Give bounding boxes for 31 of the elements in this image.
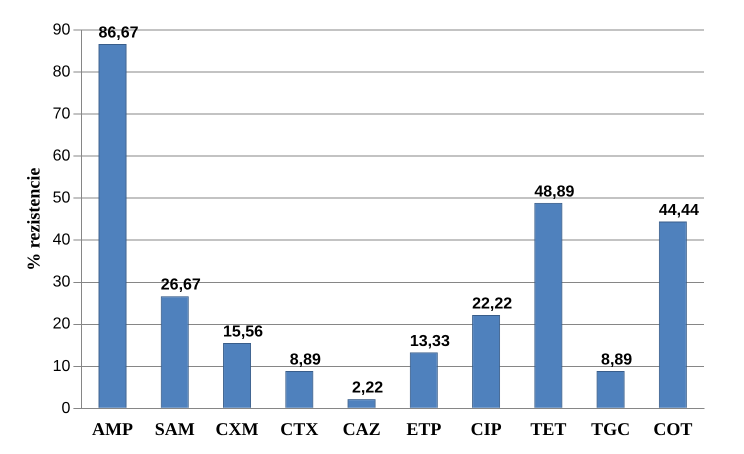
data-label: 15,56	[223, 323, 264, 340]
y-tick-label: 40	[52, 232, 70, 249]
y-tick-label: 80	[52, 63, 70, 80]
y-tick-label: 10	[52, 358, 70, 375]
y-tick-label: 50	[52, 190, 70, 207]
data-label: 13,33	[410, 332, 450, 350]
x-tick-label: CXM	[216, 418, 259, 439]
x-tick-label: CTX	[280, 418, 318, 439]
data-label: 2,22	[352, 379, 384, 396]
data-label: 26,67	[160, 276, 201, 294]
x-tick-label: TET	[530, 418, 566, 439]
data-label: 48,89	[534, 183, 574, 200]
y-tick-label: 60	[52, 148, 70, 165]
data-label: 22,22	[472, 295, 512, 312]
y-tick-label: 20	[52, 316, 70, 333]
x-tick-label: SAM	[154, 418, 195, 439]
x-tick-label: CIP	[470, 418, 502, 439]
y-tick-label: 70	[52, 105, 70, 122]
data-label: 8,89	[290, 351, 321, 368]
data-label: 8,89	[601, 351, 632, 368]
x-tick-label: AMP	[92, 418, 134, 439]
y-tick-label: 30	[52, 274, 70, 291]
x-tick-label: COT	[653, 418, 692, 439]
data-label: 86,67	[98, 24, 139, 42]
data-label: 44,44	[658, 202, 699, 219]
y-tick-label: 0	[61, 400, 70, 417]
x-tick-label: CAZ	[342, 418, 381, 439]
y-axis-title: % rezistencie	[23, 168, 44, 271]
y-tick-label: 90	[52, 21, 70, 38]
x-tick-label: ETP	[406, 418, 442, 439]
x-tick-label: TGC	[591, 418, 630, 439]
